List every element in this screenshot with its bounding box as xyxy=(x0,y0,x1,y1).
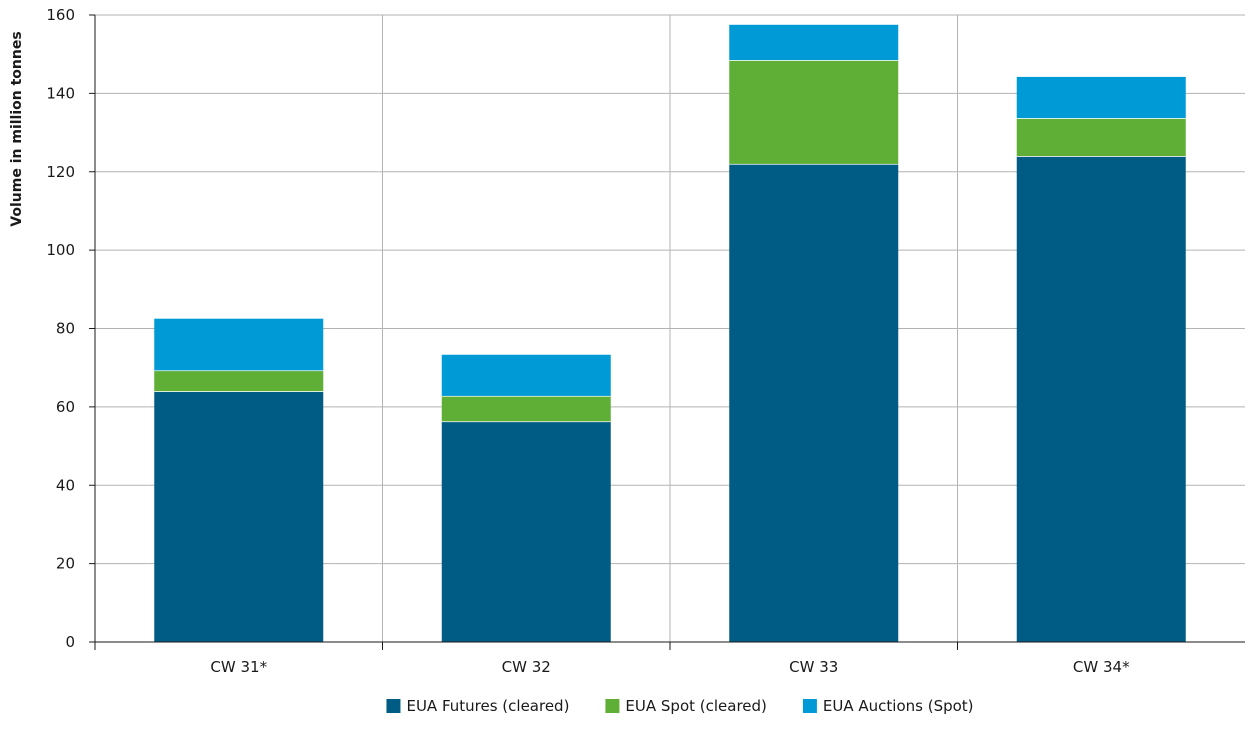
y-tick-label: 80 xyxy=(56,320,75,338)
y-tick-label: 60 xyxy=(56,398,75,416)
bar-segment xyxy=(441,421,611,642)
y-tick-label: 140 xyxy=(46,84,75,102)
legend-swatch xyxy=(802,699,817,713)
legend-label: EUA Auctions (Spot) xyxy=(823,697,974,715)
x-tick-label: CW 32 xyxy=(502,658,551,676)
bar-segment xyxy=(441,395,611,422)
bar-segment xyxy=(1016,156,1186,642)
y-axis-title: Volume in million tonnes xyxy=(9,31,25,226)
y-tick-label: 0 xyxy=(65,633,75,651)
legend: EUA Futures (cleared) EUA Spot (cleared) E… xyxy=(386,697,974,715)
bar-segment xyxy=(1016,76,1186,119)
y-tick-label: 100 xyxy=(46,241,75,259)
x-tick-label: CW 33 xyxy=(789,658,838,676)
bar-segment xyxy=(729,60,899,164)
bar-segment xyxy=(154,391,324,642)
y-tick-label: 20 xyxy=(56,555,75,573)
bar-segment xyxy=(441,354,611,396)
bar-segment xyxy=(1016,118,1186,157)
y-tick-label: 120 xyxy=(46,163,75,181)
tick-labels: 0 20 40 60 80 100 120 140 160 CW 31* CW 32 CW 33 CW … xyxy=(46,6,1130,676)
bars xyxy=(154,24,1186,642)
legend-item: EUA Spot (cleared) xyxy=(605,697,767,715)
legend-label: EUA Spot (cleared) xyxy=(625,697,766,715)
bar-segment xyxy=(729,24,899,61)
legend-item: EUA Auctions (Spot) xyxy=(802,697,974,715)
legend-swatch xyxy=(386,699,401,713)
y-tick-label: 160 xyxy=(46,6,75,24)
x-tick-label: CW 34* xyxy=(1073,658,1130,676)
y-tick-label: 40 xyxy=(56,476,75,494)
bar-segment xyxy=(154,370,324,392)
x-tick-label: CW 31* xyxy=(210,658,267,676)
bar-segment xyxy=(154,318,324,371)
axes xyxy=(89,14,1245,650)
legend-swatch xyxy=(605,699,620,713)
legend-item: EUA Futures (cleared) xyxy=(386,697,569,715)
bar-segment xyxy=(729,163,899,642)
legend-label: EUA Futures (cleared) xyxy=(406,697,569,715)
